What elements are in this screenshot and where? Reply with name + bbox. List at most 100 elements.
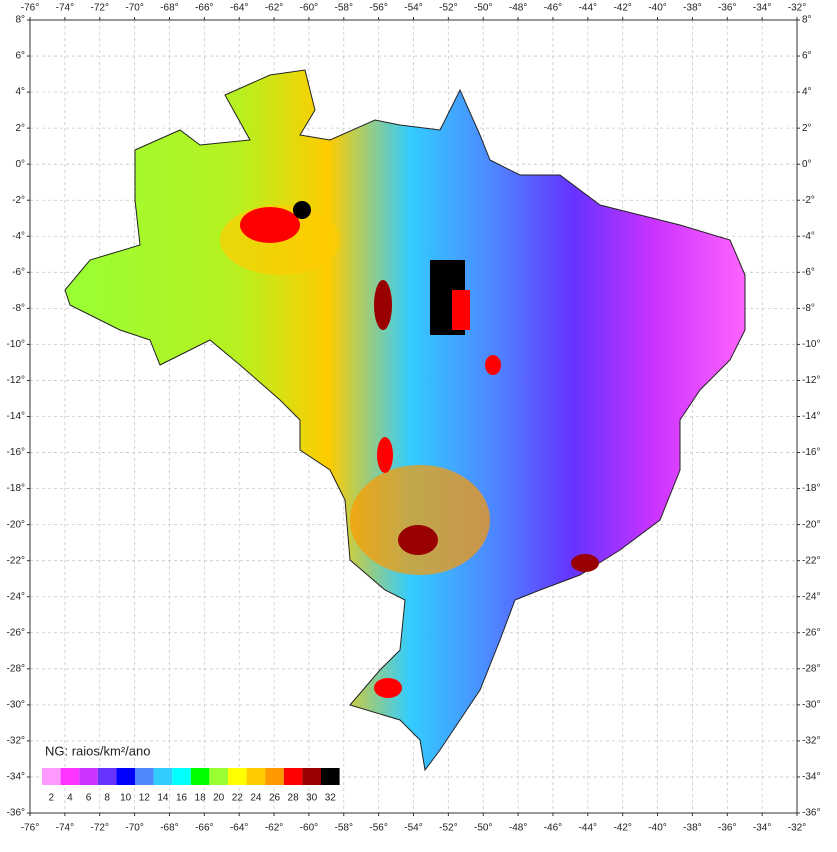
y-tick-label: 0°: [15, 159, 25, 170]
hotspot: [240, 207, 300, 243]
y-tick-label: 4°: [15, 87, 25, 98]
hotspot: [571, 554, 599, 572]
x-tick-label: -66°: [195, 3, 213, 14]
y-tick-label: -10°: [7, 339, 25, 350]
y-tick-label: -36°: [7, 808, 25, 819]
x-tick-label: -38°: [683, 3, 701, 14]
legend-swatch: [42, 768, 61, 785]
x-tick-label: -32°: [788, 3, 806, 14]
x-tick-label: -48°: [509, 823, 527, 834]
brazil-outline: [64, 69, 746, 772]
x-tick-label: -62°: [265, 3, 283, 14]
legend-title: NG: raios/km²/ano: [45, 743, 150, 758]
y-tick-label: -32°: [7, 736, 25, 747]
y-tick-label: -2°: [802, 195, 815, 206]
legend-swatch: [265, 768, 284, 785]
y-tick-label: 2°: [802, 123, 812, 134]
y-tick-label: -12°: [802, 375, 820, 386]
y-tick-label: 8°: [15, 15, 25, 26]
x-tick-label: -34°: [753, 823, 771, 834]
y-tick-label: 2°: [15, 123, 25, 134]
x-tick-label: -72°: [91, 823, 109, 834]
x-tick-label: -68°: [160, 3, 178, 14]
x-tick-label: -60°: [300, 823, 318, 834]
y-tick-label: 6°: [15, 51, 25, 62]
hotspot: [374, 280, 392, 330]
x-tick-label: -70°: [125, 3, 143, 14]
y-tick-label: 8°: [802, 15, 812, 26]
legend-swatch: [302, 768, 321, 785]
y-tick-label: -16°: [802, 447, 820, 458]
y-tick-label: -10°: [802, 339, 820, 350]
x-tick-label: -46°: [544, 3, 562, 14]
x-tick-label: -76°: [21, 823, 39, 834]
legend-label: 24: [250, 793, 262, 804]
y-tick-label: -26°: [7, 627, 25, 638]
hotspot: [293, 201, 311, 219]
y-tick-label: -30°: [802, 700, 820, 711]
x-tick-label: -52°: [439, 823, 457, 834]
x-tick-label: -40°: [648, 823, 666, 834]
x-tick-label: -32°: [788, 823, 806, 834]
legend-swatch: [116, 768, 135, 785]
x-tick-label: -46°: [544, 823, 562, 834]
y-tick-label: -4°: [12, 231, 25, 242]
legend-label: 16: [176, 793, 188, 804]
y-tick-label: -2°: [12, 195, 25, 206]
x-tick-label: -38°: [683, 823, 701, 834]
legend-label: 2: [49, 793, 55, 804]
region-blob: [350, 465, 490, 575]
x-tick-label: -42°: [613, 3, 631, 14]
x-tick-label: -40°: [648, 3, 666, 14]
y-tick-label: -36°: [802, 808, 820, 819]
legend-label: 30: [306, 793, 318, 804]
legend-swatch: [228, 768, 247, 785]
x-tick-label: -58°: [335, 823, 353, 834]
x-tick-label: -42°: [613, 823, 631, 834]
y-tick-label: -6°: [12, 267, 25, 278]
legend-swatch: [172, 768, 191, 785]
hotspot: [377, 437, 393, 473]
x-tick-label: -74°: [56, 3, 74, 14]
legend-label: 10: [120, 793, 132, 804]
y-tick-label: -22°: [7, 555, 25, 566]
y-tick-label: 6°: [802, 51, 812, 62]
y-tick-label: -14°: [802, 411, 820, 422]
y-tick-label: -22°: [802, 555, 820, 566]
y-tick-label: -8°: [12, 303, 25, 314]
legend-label: 22: [232, 793, 244, 804]
x-tick-label: -64°: [230, 823, 248, 834]
x-tick-label: -44°: [579, 823, 597, 834]
y-tick-label: 0°: [802, 159, 812, 170]
x-tick-label: -62°: [265, 823, 283, 834]
x-tick-label: -74°: [56, 823, 74, 834]
x-tick-label: -54°: [404, 3, 422, 14]
x-tick-label: -76°: [21, 3, 39, 14]
legend-swatch: [60, 768, 80, 785]
y-tick-label: -28°: [802, 663, 820, 674]
y-tick-label: -18°: [7, 483, 25, 494]
legend-swatch: [246, 768, 266, 785]
x-tick-label: -58°: [335, 3, 353, 14]
x-tick-label: -54°: [404, 823, 422, 834]
y-tick-label: -26°: [802, 627, 820, 638]
legend-label: 6: [86, 793, 92, 804]
x-tick-label: -68°: [160, 823, 178, 834]
x-tick-label: -72°: [91, 3, 109, 14]
x-tick-label: -56°: [369, 823, 387, 834]
x-tick-label: -64°: [230, 3, 248, 14]
legend-swatch: [153, 768, 173, 785]
legend-label: 14: [157, 793, 169, 804]
legend-swatch: [79, 768, 98, 785]
x-tick-label: -66°: [195, 823, 213, 834]
y-tick-label: -18°: [802, 483, 820, 494]
y-tick-label: -8°: [802, 303, 815, 314]
x-tick-label: -50°: [474, 3, 492, 14]
y-tick-label: -30°: [7, 700, 25, 711]
hotspot: [374, 678, 402, 698]
legend-label: 28: [288, 793, 300, 804]
legend-label: 18: [195, 793, 207, 804]
x-tick-label: -52°: [439, 3, 457, 14]
